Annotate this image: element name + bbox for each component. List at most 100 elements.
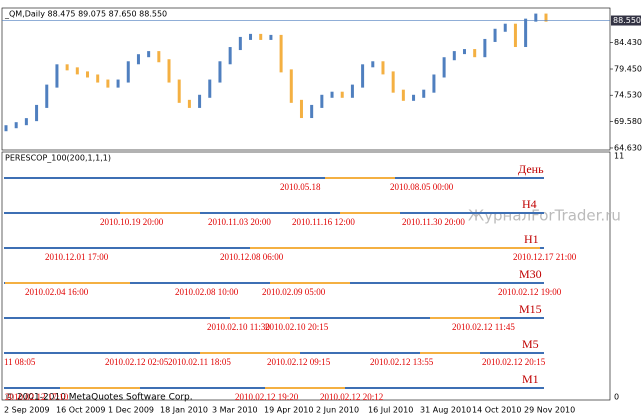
candle	[96, 74, 100, 83]
candle	[493, 28, 497, 42]
watermark: ЖурналForTrader.ru	[468, 207, 621, 225]
candle	[340, 91, 344, 98]
timeframe-date: 2010.12.01 17:00	[45, 252, 109, 262]
candle	[24, 118, 28, 126]
timeframe-date: 2010.02.12 17:10	[5, 392, 69, 402]
indicator-axis-bottom: 0	[614, 393, 619, 402]
main-frame	[1, 7, 611, 151]
timeframe-name: M5	[522, 337, 539, 351]
candle	[299, 99, 303, 119]
timeframe-date: 2010.02.12 13:55	[370, 357, 434, 367]
candle	[55, 64, 59, 88]
candle	[513, 23, 517, 48]
timeframe-date: 2010.11.16 12:00	[292, 217, 355, 227]
timeframe-date: 2010.02.04 16:00	[25, 287, 89, 297]
timeframe-date: 11 08:05	[4, 357, 36, 367]
indicator-title: PERESCOP_100(200,1,1,1)	[5, 154, 111, 163]
candle	[391, 71, 395, 93]
y-tick-label: 69.580	[614, 117, 642, 126]
candle	[167, 59, 171, 83]
candle	[106, 79, 110, 88]
timeframe-date: 2010.12.17 21:00	[513, 252, 577, 262]
x-tick-label: 19 Apr 2010	[264, 406, 313, 415]
candle	[483, 38, 487, 58]
candle	[14, 122, 18, 129]
timeframe-date: 2010.02.09 05:00	[262, 287, 326, 297]
x-tick-label: 1 Dec 2009	[108, 406, 154, 415]
candle	[65, 64, 69, 71]
timeframe-date: 2010.08.05 00:00	[390, 182, 454, 192]
candle	[442, 57, 446, 78]
x-tick-label: 31 Aug 2010	[420, 406, 471, 415]
candle	[279, 34, 283, 73]
y-tick-label: 64.630	[614, 143, 642, 152]
timeframe-name: H4	[522, 197, 537, 211]
candle	[177, 79, 181, 103]
x-tick-label: 2 Sep 2009	[4, 406, 50, 415]
timeframe-date: 2010.11.03 20:00	[208, 217, 271, 227]
candle	[269, 34, 273, 40]
candle	[187, 99, 191, 108]
candle	[534, 13, 538, 22]
candle	[381, 61, 385, 75]
timeframe-date: 2010.11.30 20:00	[402, 217, 465, 227]
chart-title: _QM,Daily 88.475 89.075 87.650 88.550	[4, 10, 167, 19]
timeframe-name: M30	[519, 267, 542, 281]
timeframe-date: 2010.02.12 19:00	[498, 287, 562, 297]
copyright: © 2001-2010 MetaQuotes Software Corp.	[5, 393, 193, 403]
candle	[208, 79, 212, 98]
candle	[473, 49, 477, 58]
timeframe-date: 2010.02.12 20:15	[482, 357, 546, 367]
candle	[238, 36, 242, 51]
candle	[86, 71, 90, 78]
candle	[45, 84, 49, 108]
candle	[157, 51, 161, 63]
candle	[228, 47, 232, 65]
candle	[75, 67, 79, 75]
candle	[116, 79, 120, 88]
candle	[136, 54, 140, 65]
candle	[503, 23, 507, 32]
y-tick-label: 84.430	[614, 38, 642, 47]
candle	[35, 104, 39, 122]
x-tick-label: 14 Oct 2010	[472, 406, 521, 415]
timeframe-date: 2010.02.10 11:30	[207, 322, 270, 332]
last-price-box	[611, 15, 641, 26]
timeframe-name: День	[518, 162, 544, 176]
x-tick-label: 16 Oct 2009	[56, 406, 105, 415]
x-tick-label: 18 Jan 2010	[160, 406, 208, 415]
x-tick-label: 2 Jun 2010	[316, 406, 359, 415]
candle	[320, 94, 324, 108]
candle	[350, 84, 354, 98]
candle	[371, 61, 375, 68]
timeframe-date: 2010.02.08 10:00	[175, 287, 239, 297]
timeframe-date: 2010.02.11 18:05	[168, 357, 231, 367]
candle	[218, 61, 222, 83]
timeframe-date: 2010.05.18	[280, 182, 321, 192]
x-tick-label: 16 Jul 2010	[368, 406, 413, 415]
candle	[249, 33, 253, 40]
timeframe-date: 2010.02.12 20:12	[320, 392, 383, 402]
candle	[126, 61, 130, 83]
indicator-axis-top: 11	[614, 152, 624, 161]
indicator-frame	[1, 151, 611, 401]
candle	[544, 13, 548, 22]
candle	[412, 94, 416, 101]
timeframe-date: 2010.02.10 20:15	[265, 322, 329, 332]
candle	[330, 91, 334, 98]
candle	[198, 94, 202, 108]
candle	[259, 33, 263, 40]
timeframe-name: M15	[519, 302, 542, 316]
timeframe-date: 2010.02.12 09:15	[267, 357, 331, 367]
y-tick-label: 79.450	[614, 65, 642, 74]
timeframe-date: 2010.10.19 20:00	[100, 217, 164, 227]
candle	[147, 51, 151, 58]
candle	[452, 51, 456, 61]
candle	[524, 18, 528, 48]
timeframe-date: 2010.02.12 02:05	[105, 357, 169, 367]
x-tick-label: 3 Mar 2010	[212, 406, 258, 415]
timeframe-date: 2010.12.08 06:00	[220, 252, 284, 262]
x-tick-label: 29 Nov 2010	[524, 406, 575, 415]
candle	[422, 89, 426, 98]
